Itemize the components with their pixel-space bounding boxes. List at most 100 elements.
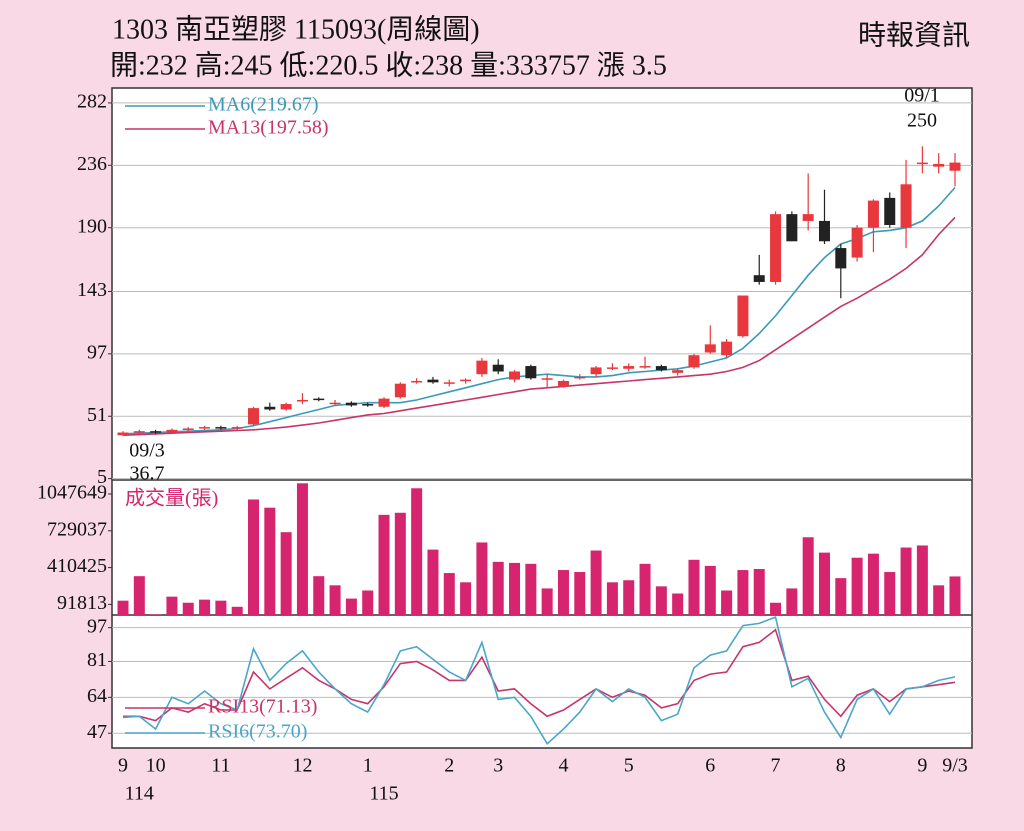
x-tick-label: 9/3 [942,755,968,777]
candle-body [280,404,292,410]
candle-body [541,378,553,380]
candle-body [460,379,472,382]
volume-bar [672,593,684,615]
candle-body [835,248,847,269]
x-tick-label: 5 [624,755,634,777]
candle-body [313,398,325,401]
volume-bar [427,549,439,615]
volume-bar [280,532,292,615]
volume-bar [655,586,667,615]
x-tick-label: 6 [705,755,715,777]
volume-bar [835,578,847,615]
volume-bar [704,565,716,615]
volume-bar [492,561,504,615]
y-tick-label: 190 [77,215,107,237]
volume-bar [525,563,537,615]
candle-body [933,163,945,167]
candle-body [590,367,602,375]
candle-body [770,214,782,282]
volume-bar [345,598,357,615]
candle-body [786,214,798,242]
y-tick-label: 5 [97,466,107,488]
candle-body [199,427,211,429]
x-year-label: 115 [369,783,398,805]
candle-body [623,366,635,369]
candle-body [215,427,227,429]
candle-body [231,427,243,429]
line-series [122,186,956,435]
candle-body [574,376,586,379]
candle-body [329,402,341,405]
x-tick-label: 3 [493,755,503,777]
y-tick-label: 729037 [47,518,107,540]
source: 時報資訊 [858,19,970,51]
volume-bar [133,576,145,615]
candle-body [884,197,896,225]
line-series [123,628,956,722]
chart-title: 1303 南亞塑膠 115093(周線圖) [112,13,480,45]
volume-bar [753,569,765,615]
x-tick-label: 8 [836,755,846,777]
volume-bar [378,514,390,615]
volume-bar [688,559,700,615]
candle-body [133,431,145,433]
volume-bar [296,483,308,615]
volume-bar [117,600,129,615]
volume-bar [802,537,814,615]
candle-body [802,214,814,221]
line-series [122,216,956,436]
volume-bar [851,557,863,615]
candle-body [476,360,488,375]
volume-bar [443,573,455,615]
volume-bar [590,550,602,615]
volume-bar [606,582,618,615]
volume-bar [215,600,227,615]
candle-body [721,341,733,356]
candle-body [867,200,879,228]
y-tick-label: 410425 [47,555,107,577]
y-tick-label: 282 [77,91,107,113]
candle-body [378,398,390,407]
volume-bar [933,585,945,615]
candle-body [182,428,194,430]
candle-body [150,431,162,433]
volume-bar [818,552,830,615]
volume-bar [231,606,243,615]
candle-body [672,370,684,373]
legend-label: MA13(197.58) [208,117,329,139]
candle-body [688,355,700,368]
volume-bar [721,590,733,615]
x-tick-label: 9 [917,755,927,777]
annotation-label: 09/1 [904,85,940,107]
volume-bar [916,545,928,615]
candle-body [525,366,537,379]
candle-body [362,404,374,406]
y-tick-label: 97 [87,341,107,363]
volume-bar [199,599,211,615]
y-tick-label: 51 [87,404,107,426]
candle-body [509,371,521,380]
legend-label: MA6(219.67) [208,94,319,116]
volume-bar [264,507,276,615]
candle-body [345,402,357,406]
volume-title: 成交量(張) [125,487,218,510]
volume-bar [623,580,635,615]
volume-bar [509,562,521,615]
volume-bar [770,602,782,615]
candle-body [737,295,749,337]
candle-body [427,379,439,383]
plot-area [111,87,973,749]
candle-body [264,406,276,410]
x-tick-label: 2 [444,755,454,777]
volume-bar [150,614,162,615]
line-series [122,616,956,746]
x-year-label: 114 [125,783,154,805]
annotation-value: 36.7 [130,463,165,485]
volume-bar [884,572,896,615]
volume-bar [557,570,569,615]
volume-bar [411,488,423,615]
volume-bar [248,499,260,615]
x-tick-label: 1 [363,755,373,777]
volume-bar [313,576,325,615]
y-tick-label: 81 [87,649,107,671]
